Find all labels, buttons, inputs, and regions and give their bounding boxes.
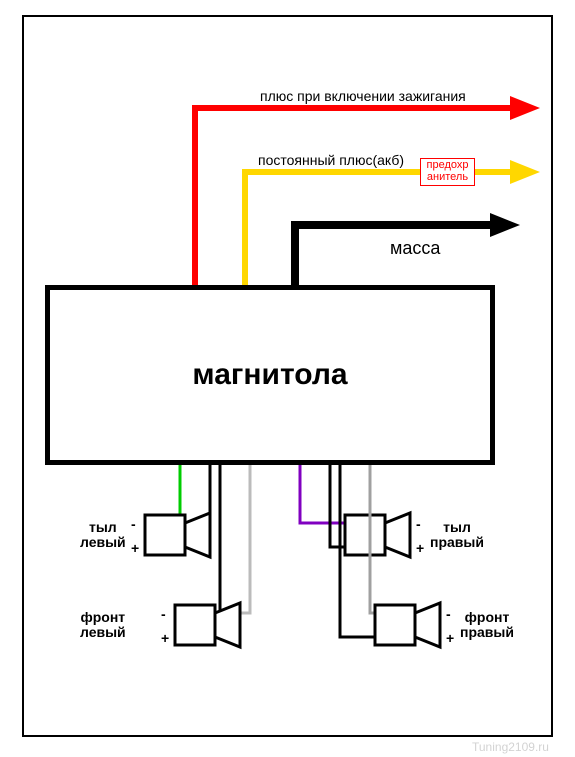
plus-sign: + <box>131 540 139 556</box>
plus-sign: + <box>416 540 424 556</box>
minus-sign: - <box>161 606 166 622</box>
ignition-plus-label: плюс при включении зажигания <box>260 88 466 104</box>
battery-plus-label: постоянный плюс(акб) <box>258 152 404 168</box>
head-unit-box: магнитола <box>45 285 495 465</box>
ground-label: масса <box>390 238 440 259</box>
plus-sign: + <box>446 630 454 646</box>
front-left-speaker-label: фронтлевый <box>80 610 126 641</box>
plus-sign: + <box>161 630 169 646</box>
front-right-speaker-label: фронтправый <box>460 610 514 641</box>
head-unit-label: магнитола <box>192 358 347 392</box>
minus-sign: - <box>416 516 421 532</box>
minus-sign: - <box>131 516 136 532</box>
rear-left-speaker-label: тыллевый <box>80 520 126 551</box>
fuse-box: предохранитель <box>420 158 475 186</box>
fuse-label: предохранитель <box>427 160 469 183</box>
rear-right-speaker-label: тылправый <box>430 520 484 551</box>
minus-sign: - <box>446 606 451 622</box>
watermark-text: Tuning2109.ru <box>472 740 549 754</box>
